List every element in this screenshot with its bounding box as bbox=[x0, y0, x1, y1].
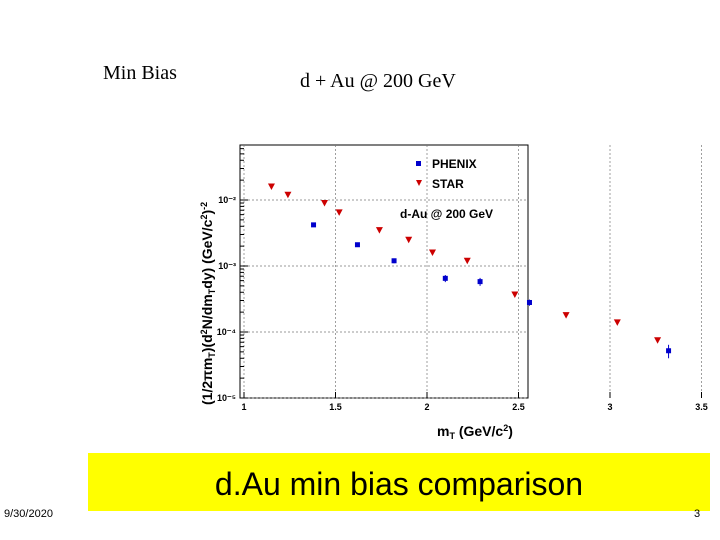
legend-marker-phenix bbox=[416, 161, 421, 166]
y-tick-label: 10⁻² bbox=[218, 195, 236, 205]
phenix-point bbox=[311, 222, 317, 228]
grid-lines bbox=[240, 145, 702, 399]
axis-ticks: 11.522.533.5410⁻²10⁻³10⁻⁴10⁻⁵ bbox=[217, 148, 708, 412]
y-tick-label: 10⁻⁴ bbox=[217, 327, 236, 337]
legend-label-phenix: PHENIX bbox=[432, 157, 477, 171]
x-tick-label: 2 bbox=[424, 402, 429, 412]
phenix-point bbox=[666, 348, 672, 354]
y-tick-label: 10⁻³ bbox=[218, 261, 236, 271]
phenix-point bbox=[442, 275, 448, 281]
phenix-point bbox=[354, 242, 360, 248]
legend: PHENIX STAR bbox=[416, 157, 477, 191]
phenix-point bbox=[391, 258, 397, 264]
y-axis-label: (1/2πmT)(d2N/dmTdy) (GeV/c2)-2 bbox=[199, 202, 217, 405]
legend-label-star: STAR bbox=[432, 177, 464, 191]
star-point bbox=[428, 249, 436, 257]
x-axis-label: mT (GeV/c2) bbox=[437, 423, 513, 441]
star-point bbox=[654, 337, 662, 344]
star-point bbox=[284, 191, 292, 199]
star-point bbox=[335, 209, 343, 216]
x-tick-label: 1.5 bbox=[329, 402, 342, 412]
star-point bbox=[267, 183, 275, 191]
slide-number: 3 bbox=[694, 508, 701, 520]
chart-annotation: d-Au @ 200 GeV bbox=[400, 207, 493, 221]
x-tick-label: 1 bbox=[241, 402, 246, 412]
slide-title-right: d + Au @ 200 GeV bbox=[300, 70, 456, 92]
star-point bbox=[463, 257, 471, 265]
star-point bbox=[511, 291, 519, 298]
y-tick-label: 10⁻⁵ bbox=[217, 393, 236, 403]
x-tick-label: 3.5 bbox=[695, 402, 708, 412]
x-tick-label: 3 bbox=[607, 402, 612, 412]
x-tick-label: 2.5 bbox=[512, 402, 525, 412]
slide-date: 9/30/2020 bbox=[4, 508, 53, 520]
phenix-point bbox=[477, 279, 483, 285]
star-point bbox=[405, 236, 413, 244]
legend-marker-star bbox=[416, 180, 422, 186]
banner-text: d.Au min bias comparison bbox=[214, 466, 584, 502]
star-point bbox=[375, 227, 383, 234]
star-point bbox=[562, 312, 570, 319]
spectra-chart: 11.522.533.5410⁻²10⁻³10⁻⁴10⁻⁵ PHENIX STA… bbox=[199, 144, 708, 441]
footer-banner: d.Au min bias comparison bbox=[88, 453, 710, 511]
slide-title-left: Min Bias bbox=[103, 62, 177, 84]
data-marks bbox=[267, 183, 672, 359]
star-point bbox=[321, 200, 329, 207]
plot-frame bbox=[239, 144, 529, 399]
phenix-point bbox=[526, 299, 532, 305]
star-point bbox=[613, 319, 621, 326]
